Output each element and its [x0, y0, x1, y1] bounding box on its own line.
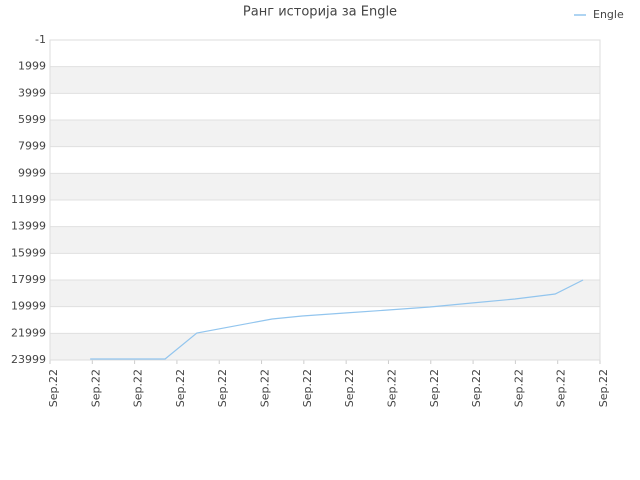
- grid-band: [50, 226, 600, 254]
- x-tick-label: Sep.22: [385, 369, 398, 407]
- y-tick-label: 19999: [11, 300, 46, 313]
- grid-band: [50, 66, 600, 94]
- y-tick-label: 1999: [18, 60, 46, 73]
- x-tick-label: Sep.22: [555, 369, 568, 407]
- x-tick-label: Sep.22: [470, 369, 483, 407]
- grid-band: [50, 93, 600, 120]
- x-tick-label: Sep.22: [132, 369, 145, 407]
- grid-band: [50, 173, 600, 200]
- x-tick-label: Sep.22: [301, 369, 314, 407]
- plot-border: [49, 39, 601, 361]
- x-tick-label: Sep.22: [343, 369, 356, 407]
- y-tick-label: 3999: [18, 86, 46, 99]
- grid-band: [50, 306, 600, 334]
- legend-label: Engle: [593, 8, 624, 21]
- chart-title: Ранг историја за Engle: [243, 5, 397, 20]
- y-tick-label: 11999: [11, 193, 46, 206]
- y-tick-label: 21999: [11, 326, 46, 339]
- grid-band: [50, 333, 600, 360]
- x-tick-label: Sep.22: [259, 369, 272, 407]
- y-tick-label: -1: [35, 33, 46, 46]
- y-tick-label: 9999: [18, 166, 46, 179]
- grid-band: [50, 280, 600, 307]
- grid-band: [50, 146, 600, 174]
- x-tick-label: Sep.22: [47, 369, 60, 407]
- y-tick-label: 23999: [11, 353, 46, 366]
- line: [90, 279, 584, 360]
- x-tick-label: Sep.22: [216, 369, 229, 407]
- x-tick-label: Sep.22: [174, 369, 187, 407]
- y-tick-label: 17999: [11, 273, 46, 286]
- x-tick-label: Sep.22: [597, 369, 610, 407]
- grid-band: [50, 120, 600, 147]
- y-tick-label: 5999: [18, 113, 46, 126]
- grid-band: [50, 40, 600, 67]
- grid-band: [50, 253, 600, 280]
- x-tick-label: Sep.22: [512, 369, 525, 407]
- x-tick-label: Sep.22: [89, 369, 102, 407]
- y-tick-label: 15999: [11, 246, 46, 259]
- grid-band: [50, 200, 600, 227]
- y-tick-label: 13999: [11, 220, 46, 233]
- x-tick-label: Sep.22: [428, 369, 441, 407]
- y-tick-label: 7999: [18, 140, 46, 153]
